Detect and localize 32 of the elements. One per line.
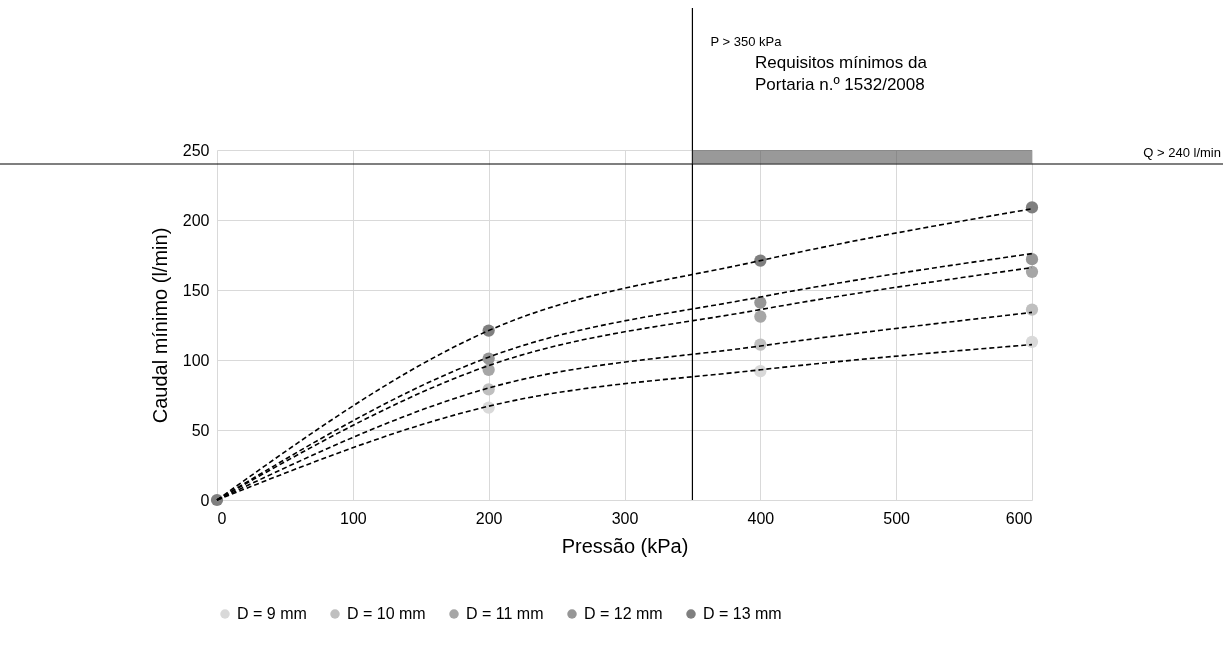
legend-label: D = 9 mm <box>237 605 307 622</box>
point <box>754 365 767 378</box>
x-tick-label: 600 <box>1005 509 1033 527</box>
legend-label: D = 13 mm <box>703 605 782 622</box>
point <box>482 352 495 365</box>
x-tick-label: 400 <box>747 509 775 527</box>
y-axis-title: Caudal mínimo (l/min) <box>148 227 171 424</box>
y-tick-label: 250 <box>182 141 210 159</box>
x-tick-label: 100 <box>339 509 367 527</box>
y-tick-label: 0 <box>200 491 210 509</box>
text: Requisitos mínimos da Portaria n.º 1532/2008 <box>755 53 928 94</box>
point <box>1025 201 1039 214</box>
point <box>1025 265 1039 278</box>
x-tick-label: 300 <box>611 509 639 527</box>
point <box>1025 303 1039 316</box>
point <box>754 310 767 323</box>
x-axis-title: Pressão (kPa) <box>561 534 689 557</box>
x-tick-label: 200 <box>475 509 503 527</box>
x-tick-label: 0 <box>217 509 227 527</box>
legend-label: D = 11 mm <box>466 605 544 622</box>
point <box>1025 335 1039 348</box>
point <box>1025 253 1039 266</box>
legend-label: D = 10 mm <box>347 605 426 622</box>
ref-line-label: Q > 240 l/min <box>1143 145 1221 160</box>
y-tick-label: 200 <box>182 211 210 229</box>
x-tick-label: 500 <box>883 509 911 527</box>
legend-label: D = 12 mm <box>584 605 663 622</box>
point <box>754 296 767 309</box>
y-tick-label: 150 <box>182 281 210 299</box>
y-tick-label: 100 <box>182 351 210 369</box>
y-tick-label: 50 <box>191 421 210 439</box>
ref-line-label: P > 350 kPa <box>710 34 783 49</box>
